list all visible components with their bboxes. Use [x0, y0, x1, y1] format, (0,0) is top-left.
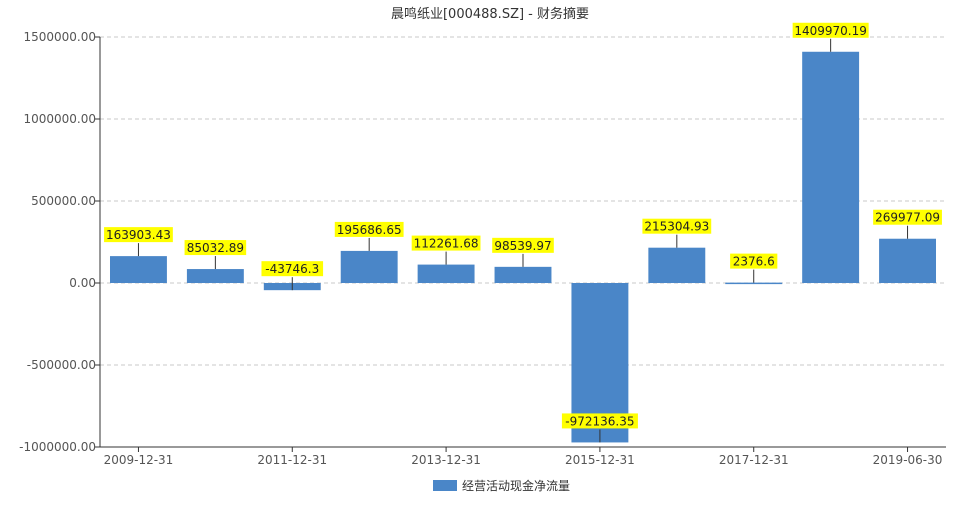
- data-label-bg: [561, 413, 638, 429]
- y-tick-label: -1000000.00: [19, 440, 96, 454]
- data-label: 163903.43: [106, 228, 171, 242]
- legend-label[interactable]: 经营活动现金净流量: [462, 478, 570, 493]
- bar: [186, 269, 244, 283]
- bar: [109, 256, 167, 283]
- data-label: -972136.35: [565, 414, 634, 428]
- bar: [648, 247, 706, 283]
- y-axis-ticks: 1500000.00 1000000.00 500000.00 0.00 -500000…: [19, 30, 100, 454]
- legend-swatch[interactable]: [433, 480, 457, 491]
- y-tick-label: 1500000.00: [23, 30, 96, 44]
- data-label-bg: [873, 209, 942, 225]
- bar: [417, 264, 475, 283]
- y-tick-label: -500000.00: [27, 358, 96, 372]
- data-label: -43746.3: [265, 262, 319, 276]
- bar: [340, 250, 398, 283]
- x-tick-label: 2015-12-31: [565, 453, 635, 467]
- x-tick-label: 2011-12-31: [257, 453, 327, 467]
- data-label: 215304.93: [644, 220, 709, 234]
- data-label: 1409970.19: [794, 24, 867, 38]
- data-label-bg: [792, 22, 869, 38]
- data-label: 195686.65: [337, 223, 402, 237]
- data-label-bg: [492, 237, 554, 253]
- data-label-bg: [184, 240, 247, 256]
- x-tick-label: 2013-12-31: [411, 453, 481, 467]
- data-label-bg: [104, 227, 173, 243]
- data-label: 98539.97: [494, 239, 551, 253]
- x-tick-label: 2017-12-31: [719, 453, 789, 467]
- axes: [99, 37, 946, 448]
- data-label: 85032.89: [187, 241, 244, 255]
- y-tick-label: 1000000.00: [23, 112, 96, 126]
- bar: [802, 51, 860, 283]
- data-label: 2376.6: [733, 255, 775, 269]
- legend[interactable]: 经营活动现金净流量: [433, 478, 570, 493]
- y-tick-label: 500000.00: [31, 194, 96, 208]
- x-tick-label: 2019-06-30: [873, 453, 943, 467]
- data-label: 112261.68: [414, 237, 479, 251]
- data-label-bg: [334, 221, 404, 237]
- bar: [879, 238, 937, 283]
- chart-title: 晨鸣纸业[000488.SZ] - 财务摘要: [391, 6, 589, 22]
- data-label-bg: [730, 253, 778, 269]
- x-axis-ticks: 2009-12-31 2011-12-31 2013-12-31 2015-12-31…: [104, 447, 943, 467]
- data-label: 269977.09: [875, 211, 940, 225]
- data-labels: 163903.43 85032.89 -43746.3 195686.65 112261…: [104, 22, 942, 443]
- data-label-bg: [642, 218, 712, 234]
- bar-series: [109, 51, 937, 443]
- x-tick-label: 2009-12-31: [104, 453, 174, 467]
- y-tick-label: 0.00: [69, 276, 96, 290]
- bar: [725, 282, 783, 285]
- bar: [494, 266, 552, 283]
- data-label-bg: [261, 261, 324, 277]
- data-label-bg: [411, 235, 481, 251]
